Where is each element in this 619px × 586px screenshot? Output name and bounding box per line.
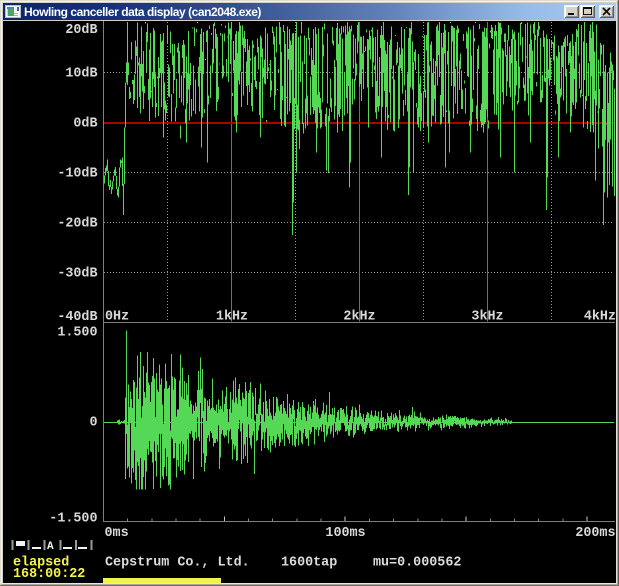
svg-text:0ms: 0ms — [105, 526, 129, 541]
svg-text:0: 0 — [89, 416, 97, 431]
svg-text:-10dB: -10dB — [57, 167, 97, 182]
svg-text:100ms: 100ms — [325, 526, 365, 541]
svg-text:-1.500: -1.500 — [49, 512, 97, 527]
svg-text:-20dB: -20dB — [57, 217, 97, 232]
svg-text:-30dB: -30dB — [57, 267, 97, 282]
svg-text:Cepstrum Co., Ltd.: Cepstrum Co., Ltd. — [105, 556, 250, 571]
svg-text:0Hz: 0Hz — [105, 310, 129, 325]
svg-text:168:00:22: 168:00:22 — [13, 567, 85, 582]
svg-text:elapsed: elapsed — [13, 556, 69, 571]
svg-text:10dB: 10dB — [65, 67, 97, 82]
svg-text:20dB: 20dB — [65, 23, 97, 38]
svg-text:1kHz: 1kHz — [216, 310, 248, 325]
svg-text:200ms: 200ms — [575, 526, 615, 541]
svg-text:4kHz: 4kHz — [584, 310, 616, 325]
svg-text:3kHz: 3kHz — [471, 310, 503, 325]
svg-text:1600tap: 1600tap — [281, 556, 337, 571]
svg-text:-40dB: -40dB — [57, 310, 97, 325]
svg-text:2kHz: 2kHz — [343, 310, 375, 325]
svg-text:A: A — [47, 541, 54, 553]
svg-text:0dB: 0dB — [73, 117, 97, 132]
svg-text:1.500: 1.500 — [57, 326, 97, 341]
svg-text:mu=0.000562: mu=0.000562 — [373, 556, 461, 571]
